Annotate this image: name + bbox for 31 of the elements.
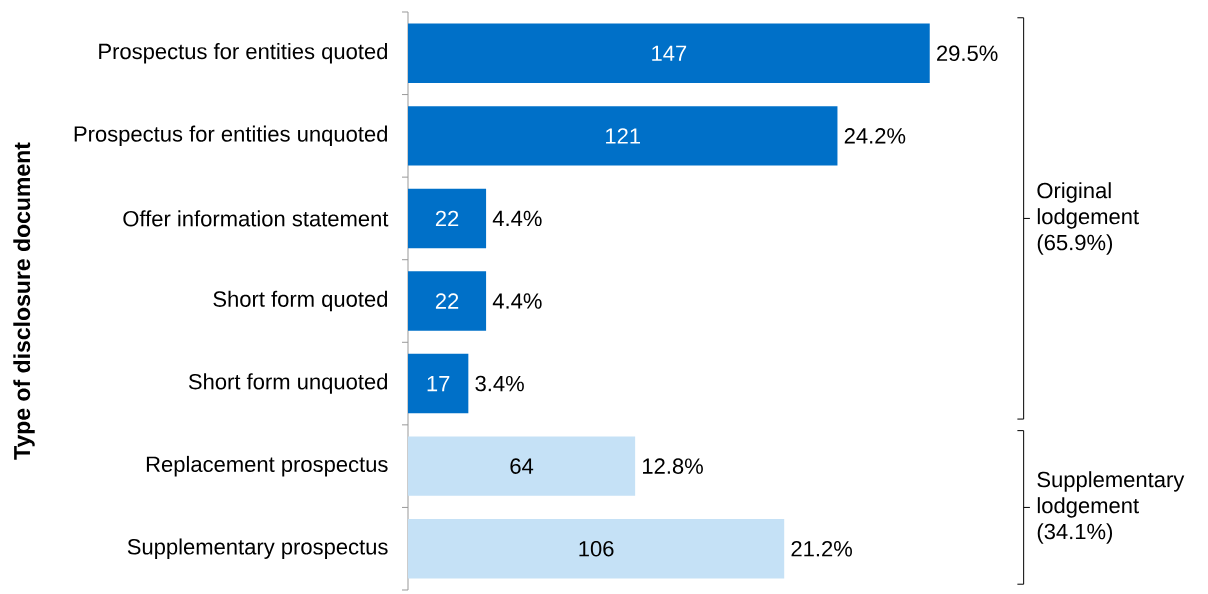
annotation: 24.2% — [844, 128, 906, 144]
annotation: 4.4% — [492, 210, 542, 227]
bar — [408, 23, 930, 84]
bar — [408, 106, 838, 166]
data-label: 64 — [510, 458, 534, 474]
data-label: 121 — [606, 128, 641, 144]
annotation: 29.5% — [937, 45, 998, 62]
y-tick-label: Short form unquoted — [188, 373, 388, 394]
bar — [408, 271, 487, 331]
bar — [408, 436, 636, 496]
bar — [408, 188, 487, 249]
bar — [408, 518, 785, 579]
data-label: 17 — [427, 376, 450, 392]
y-axis-title: Type of disclosure document — [13, 142, 35, 460]
annotation: 4.4% — [492, 293, 542, 309]
y-tick-label: Short form quoted — [213, 290, 388, 312]
annotation: 12.8% — [643, 458, 703, 474]
annotation: 21.2% — [791, 540, 852, 557]
data-label: 22 — [435, 293, 459, 309]
data-label: 147 — [652, 45, 687, 61]
annotation: 3.4% — [475, 375, 524, 392]
y-tick-label: Prospectus for entities quoted — [99, 43, 388, 64]
y-tick-label: Supplementary prospectus — [127, 538, 388, 559]
y-tick-label: Replacement prospectus — [146, 455, 388, 477]
bar — [408, 353, 469, 414]
text: Original lodgement (65.9%) — [1037, 182, 1139, 255]
y-tick-label: Offer information statement — [123, 210, 389, 227]
data-label: 22 — [435, 210, 459, 227]
y-tick-label: Prospectus for entities unquoted — [74, 125, 388, 147]
text: Supplementary lodgement (34.1%) — [1037, 471, 1185, 544]
data-label: 106 — [579, 540, 614, 557]
